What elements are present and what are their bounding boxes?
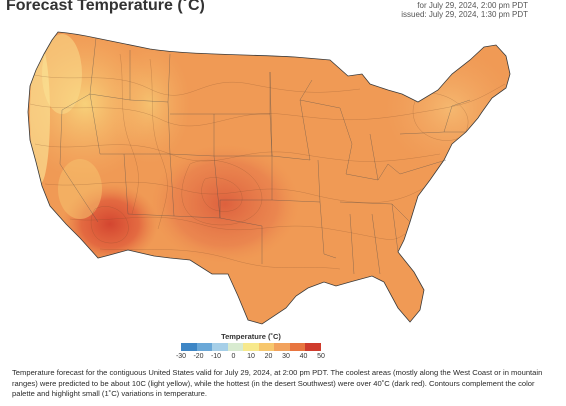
legend-tick-label: -30	[175, 353, 187, 360]
legend-swatch	[227, 343, 244, 351]
legend-tick-label: 10	[247, 353, 255, 360]
map-title: Forecast Temperature (˚C)	[6, 0, 205, 14]
state-borders	[59, 37, 471, 275]
legend-swatch	[305, 343, 322, 351]
legend-swatch	[181, 343, 198, 351]
rockies-region	[110, 44, 190, 164]
legend-title: Temperature (˚C)	[221, 332, 281, 341]
forecast-timestamps: for July 29, 2024, 2:00 pm PDT issued: J…	[401, 1, 528, 19]
northeast-region	[385, 49, 510, 169]
temperature-legend: Temperature (˚C) -30 -20 -10 0 10 20 30 40 50	[175, 332, 325, 363]
us-map-svg	[27, 31, 511, 325]
legend-tick-labels: -30 -20 -10 0 10 20 30 40 50	[175, 353, 325, 363]
legend-tick-label: 0	[231, 353, 236, 360]
figure-caption: Temperature forecast for the contiguous …	[12, 368, 543, 399]
sierra-cool-region	[58, 159, 102, 219]
coast-cool-region	[30, 44, 50, 184]
temperature-map	[0, 14, 566, 344]
legend-swatch	[212, 343, 229, 351]
temperature-field	[28, 32, 510, 324]
issued-time: issued: July 29, 2024, 1:30 pm PDT	[401, 10, 528, 19]
legend-tick-label: 40	[299, 353, 308, 360]
cascade-cool-region	[42, 34, 82, 114]
legend-swatch	[196, 343, 213, 351]
legend-tick-label: 50	[317, 353, 325, 360]
southern-plains-hot-region	[150, 144, 300, 264]
legend-tick-label: -20	[193, 353, 204, 360]
legend-tick-label: 20	[264, 353, 273, 360]
legend-swatch	[258, 343, 275, 351]
legend-color-bar	[181, 343, 322, 351]
legend-swatch	[289, 343, 306, 351]
legend-swatch	[243, 343, 260, 351]
legend-tick-label: -10	[210, 353, 222, 360]
contour-lines	[29, 53, 506, 270]
legend-tick-label: 30	[282, 353, 290, 360]
valid-time: for July 29, 2024, 2:00 pm PDT	[417, 1, 528, 10]
legend-swatch	[274, 343, 291, 351]
